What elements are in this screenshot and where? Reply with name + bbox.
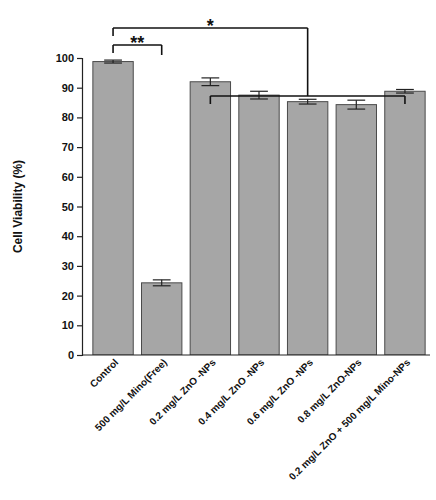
bars bbox=[93, 60, 425, 355]
bar bbox=[385, 91, 425, 355]
error-bar bbox=[396, 89, 414, 93]
error-bar-cap bbox=[153, 279, 171, 280]
error-bar-cap bbox=[201, 77, 219, 78]
error-bar bbox=[104, 60, 122, 63]
significance-bracket bbox=[210, 96, 212, 104]
y-tick-mark bbox=[77, 355, 82, 356]
y-tick-mark bbox=[77, 117, 82, 118]
error-bar-stem bbox=[356, 100, 357, 109]
y-tick: 0 bbox=[68, 349, 82, 361]
bar bbox=[190, 82, 230, 355]
y-tick: 50 bbox=[62, 201, 82, 213]
bar bbox=[287, 102, 327, 355]
x-tick-label: Control bbox=[88, 356, 121, 389]
y-tick-label: 80 bbox=[62, 111, 74, 123]
error-bar-stem bbox=[210, 78, 211, 86]
y-tick-mark bbox=[77, 325, 82, 326]
significance-bracket bbox=[161, 45, 163, 55]
y-tick-label: 60 bbox=[62, 171, 74, 183]
significance-bracket bbox=[307, 28, 309, 96]
y-tick-mark bbox=[77, 58, 82, 59]
y-tick-label: 0 bbox=[68, 349, 74, 361]
error-bar-cap bbox=[396, 92, 414, 93]
y-tick-label: 50 bbox=[62, 201, 74, 213]
bar bbox=[93, 62, 133, 355]
y-tick-label: 40 bbox=[62, 230, 74, 242]
y-tick: 90 bbox=[62, 82, 82, 94]
y-tick-mark bbox=[77, 266, 82, 267]
y-tick-label: 20 bbox=[62, 290, 74, 302]
x-axis: Control500 mg/L Mino(Free)0.2 mg/L ZnO -… bbox=[82, 355, 430, 482]
significance-label: ** bbox=[130, 33, 144, 53]
y-tick-label: 10 bbox=[62, 319, 74, 331]
y-tick: 60 bbox=[62, 171, 82, 183]
y-axis-line bbox=[77, 59, 83, 356]
y-axis: 0 10 20 30 40 50 60 70 80 90 100 bbox=[56, 52, 83, 361]
y-tick-label: 70 bbox=[62, 141, 74, 153]
y-tick: 100 bbox=[56, 52, 82, 64]
x-tick-label: 0.2 mg/L ZnO + 500 mg/L Mino-NPs bbox=[287, 356, 413, 482]
error-bar bbox=[299, 99, 317, 104]
error-bar-cap bbox=[104, 59, 122, 60]
y-tick-mark bbox=[77, 296, 82, 297]
significance-label: * bbox=[207, 16, 214, 36]
y-tick-mark bbox=[77, 236, 82, 237]
significance-bracket bbox=[112, 28, 114, 36]
y-tick: 20 bbox=[62, 290, 82, 302]
y-tick-mark bbox=[77, 147, 82, 148]
error-bar-cap bbox=[347, 100, 365, 101]
error-bar-cap bbox=[201, 85, 219, 86]
error-bar-cap bbox=[250, 91, 268, 92]
error-bar bbox=[347, 100, 365, 109]
x-tick: Control bbox=[88, 355, 121, 390]
error-bar-cap bbox=[153, 285, 171, 286]
significance-bracket bbox=[404, 96, 406, 104]
x-tick: 0.2 mg/L ZnO + 500 mg/L Mino-NPs bbox=[287, 355, 413, 482]
error-bar-cap bbox=[396, 89, 414, 90]
error-bar-cap bbox=[104, 62, 122, 63]
y-tick-label: 30 bbox=[62, 260, 74, 272]
error-bar-cap bbox=[250, 98, 268, 99]
y-tick-mark bbox=[77, 177, 82, 178]
bar bbox=[336, 105, 376, 355]
y-tick: 40 bbox=[62, 230, 82, 242]
bar bbox=[142, 283, 182, 355]
significance-bracket bbox=[112, 45, 114, 53]
error-bar bbox=[153, 280, 171, 286]
y-tick: 80 bbox=[62, 111, 82, 123]
y-tick: 10 bbox=[62, 319, 82, 331]
error-bar-cap bbox=[299, 103, 317, 104]
y-tick-label: 100 bbox=[56, 52, 74, 64]
error-bar-cap bbox=[347, 108, 365, 109]
error-bars bbox=[104, 60, 414, 286]
error-bar bbox=[201, 78, 219, 86]
error-bar-stem bbox=[161, 280, 162, 286]
significance: *** bbox=[113, 16, 405, 104]
y-tick-mark bbox=[77, 206, 82, 207]
x-axis-line bbox=[82, 354, 430, 355]
y-tick-mark bbox=[77, 88, 82, 89]
y-tick: 30 bbox=[62, 260, 82, 272]
y-tick: 70 bbox=[62, 141, 82, 153]
y-tick-label: 90 bbox=[62, 82, 74, 94]
chart: 0 10 20 30 40 50 60 70 80 90 100 Control500 mg/L Mi… bbox=[0, 0, 436, 500]
error-bar-cap bbox=[299, 99, 317, 100]
error-bar-stem bbox=[258, 91, 259, 99]
error-bar-stem bbox=[307, 99, 308, 104]
y-axis-title: Cell Viability (%) bbox=[11, 160, 25, 253]
bar bbox=[239, 95, 279, 355]
error-bar bbox=[250, 91, 268, 99]
